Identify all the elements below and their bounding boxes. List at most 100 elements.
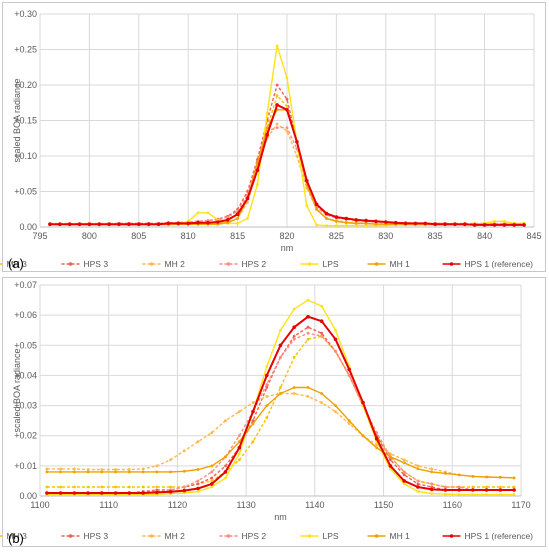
chart-a-ytick-label: +0.15 (14, 116, 37, 126)
data-point (444, 485, 447, 489)
data-point (429, 487, 434, 492)
data-point (485, 485, 488, 489)
data-point (354, 218, 359, 222)
data-point (86, 491, 90, 495)
chart-a-ytick-label: +0.30 (14, 9, 37, 19)
chart-a-ytick-label: +0.05 (14, 187, 37, 197)
data-point (512, 493, 516, 496)
data-point (292, 325, 297, 329)
chart-a-xtick-label: 835 (428, 231, 443, 241)
chart-a-xtick-label: 845 (526, 231, 541, 241)
data-point (127, 491, 132, 495)
data-point (389, 455, 392, 459)
data-point (499, 475, 502, 479)
data-point (361, 434, 365, 438)
data-point (324, 211, 329, 216)
data-point (334, 215, 339, 219)
legend-marker (374, 534, 379, 538)
data-point (196, 468, 200, 471)
legend-label: HPS 2 (242, 259, 267, 269)
data-point (86, 485, 90, 489)
data-point (251, 419, 255, 422)
chart-a-xtick-label: 820 (279, 231, 294, 241)
data-point (344, 224, 348, 228)
data-point (117, 222, 121, 226)
legend-marker (68, 262, 73, 266)
data-point (305, 204, 309, 208)
data-point (306, 314, 310, 319)
data-point (292, 392, 296, 395)
data-point (155, 464, 159, 468)
data-point (347, 367, 352, 372)
data-point (375, 446, 379, 450)
data-point (237, 458, 241, 462)
data-point (344, 221, 348, 225)
data-point (430, 467, 434, 471)
legend-label: MH 3 (7, 531, 28, 541)
data-point (114, 485, 117, 489)
data-point (156, 222, 161, 226)
legend-item: LPS (300, 531, 339, 541)
legend-marker (149, 262, 154, 266)
chart-a-xtick-label: 840 (477, 231, 492, 241)
data-point (306, 395, 310, 398)
data-point (237, 434, 241, 438)
legend-marker (307, 262, 312, 266)
legend-marker (149, 534, 154, 538)
data-point (484, 488, 489, 492)
data-point (416, 467, 420, 471)
data-point (344, 216, 349, 221)
data-point (416, 479, 420, 483)
data-point (295, 154, 299, 158)
data-point (251, 440, 255, 444)
data-point (73, 470, 76, 474)
chart-b-xtick-label: 1140 (305, 500, 324, 510)
chart-a-xtick-label: 830 (378, 231, 393, 241)
data-point (77, 222, 82, 226)
data-point (374, 219, 378, 224)
data-point (388, 464, 393, 468)
data-point (224, 464, 227, 468)
chart-a-ytick-label: +0.20 (14, 80, 37, 90)
data-point (275, 122, 279, 126)
data-point (275, 44, 279, 48)
data-point (375, 431, 379, 435)
data-point (168, 490, 173, 494)
data-point (416, 482, 420, 486)
legend-label: HPS 2 (242, 531, 267, 541)
data-point (265, 416, 269, 419)
data-point (196, 440, 200, 444)
chart-b-xlabel: nm (274, 512, 287, 522)
data-point (196, 486, 200, 491)
data-point (196, 479, 200, 483)
data-point (512, 488, 516, 492)
data-point (275, 94, 279, 98)
data-point (444, 472, 447, 475)
data-point (216, 220, 220, 224)
data-point (347, 419, 351, 422)
data-point (155, 490, 159, 495)
data-point (265, 373, 269, 378)
chart-b-ytick-label: +0.07 (14, 280, 37, 290)
data-point (306, 331, 310, 335)
data-point (320, 331, 324, 335)
chart-b-ytick-label: +0.05 (14, 340, 37, 350)
data-point (67, 222, 72, 226)
legend-item: HPS 2 (219, 259, 267, 269)
legend-item: MH 3 (0, 259, 27, 269)
data-point (393, 220, 398, 225)
data-point (279, 386, 282, 389)
data-point (166, 221, 171, 226)
data-point (86, 470, 90, 474)
chart-b-xtick-label: 1130 (236, 500, 255, 510)
data-point (402, 458, 406, 462)
data-point (210, 470, 214, 474)
data-point (295, 140, 299, 144)
legend-marker (226, 534, 231, 538)
data-point (347, 374, 351, 377)
data-point (364, 222, 368, 225)
data-point (374, 222, 378, 226)
data-point (320, 334, 324, 338)
data-point (319, 319, 324, 323)
data-point (265, 395, 269, 398)
